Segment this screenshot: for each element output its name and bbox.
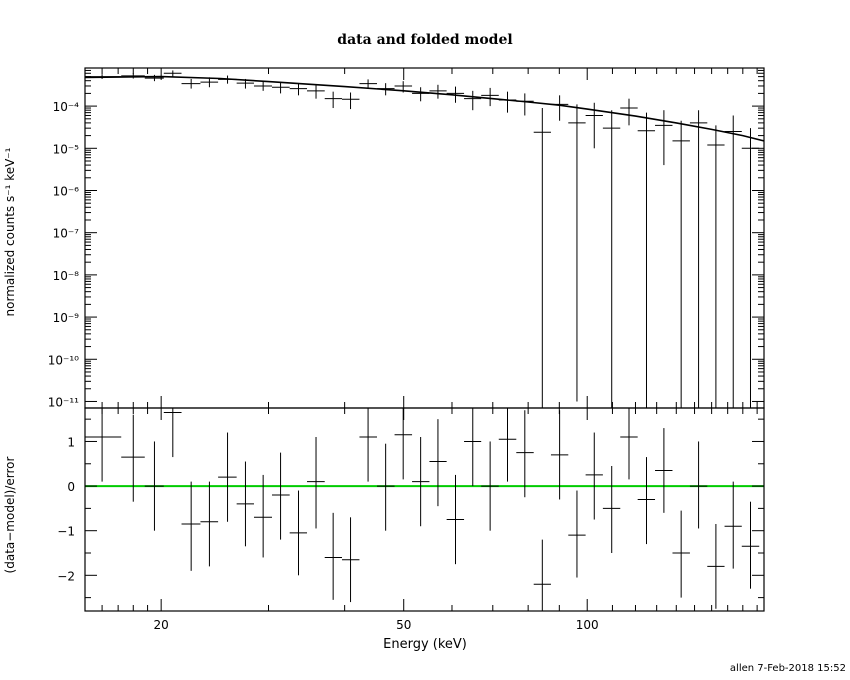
residual-point	[412, 437, 430, 527]
top-y-tick-label: 10⁻⁷	[53, 227, 80, 241]
residual-point	[446, 474, 465, 565]
residual-point	[655, 428, 673, 513]
bottom-panel: 20 50 100 1 0 −1 −2 (data−model)/error Energy …	[3, 407, 765, 652]
data-point	[359, 79, 378, 89]
residual-point	[568, 490, 586, 578]
bottom-y-axis-label: (data−model)/error	[3, 456, 17, 573]
residual-point	[394, 408, 413, 480]
x-tick-label: 100	[576, 618, 599, 632]
data-point	[163, 70, 182, 77]
data-point	[689, 110, 708, 408]
top-axes: 10⁻⁴ 10⁻⁵ 10⁻⁶ 10⁻⁷ 10⁻⁸ 10⁻⁹ 10⁻¹⁰ 10⁻¹¹	[48, 67, 764, 409]
residual-point	[550, 410, 569, 500]
x-tick-label: 50	[396, 618, 411, 632]
top-y-tick-label: 10⁻¹⁰	[48, 353, 79, 367]
residual-point	[724, 481, 742, 569]
data-point	[253, 81, 272, 91]
data-point	[741, 128, 760, 408]
model-curve	[84, 75, 765, 142]
top-y-tick-label: 10⁻¹¹	[48, 395, 79, 409]
residual-point	[324, 512, 342, 600]
data-point	[568, 104, 586, 402]
data-point	[602, 110, 621, 408]
top-y-axis-label: normalized counts s⁻¹ keV⁻¹	[3, 147, 17, 316]
data-point	[200, 77, 219, 88]
residual-point	[200, 481, 219, 567]
data-point	[271, 82, 290, 94]
residual-point	[341, 517, 360, 603]
data-point	[307, 84, 325, 99]
data-point	[464, 90, 482, 111]
residual-point	[689, 441, 708, 529]
residual-point	[218, 432, 237, 522]
data-point	[324, 91, 342, 109]
residual-point	[498, 408, 517, 482]
residual-point	[464, 408, 482, 487]
residual-point	[121, 414, 145, 502]
residual-point	[253, 474, 272, 558]
top-y-tick-label: 10⁻⁸	[53, 269, 80, 283]
residual-point	[481, 441, 499, 531]
x-tick-label: 20	[154, 618, 169, 632]
residual-point	[602, 466, 621, 553]
data-point	[655, 110, 673, 166]
data-point	[429, 84, 447, 99]
residual-point	[377, 443, 395, 531]
chart-title: data and folded model	[337, 32, 512, 48]
bottom-axes: 20 50 100 1 0 −1 −2	[57, 408, 764, 632]
bottom-y-tick-label: 1	[67, 435, 75, 449]
top-panel: 10⁻⁴ 10⁻⁵ 10⁻⁶ 10⁻⁷ 10⁻⁸ 10⁻⁹ 10⁻¹⁰ 10⁻¹¹ norma…	[3, 67, 765, 409]
residual-point	[307, 437, 325, 529]
data-point	[533, 108, 551, 408]
residual-point	[271, 452, 290, 540]
data-point	[620, 98, 638, 126]
residual-point	[236, 461, 254, 547]
top-data-layer	[85, 70, 760, 408]
residual-point	[429, 419, 447, 507]
footer-stamp: allen 7-Feb-2018 15:52	[729, 663, 846, 674]
residual-point	[144, 441, 164, 531]
bottom-y-tick-label: −1	[57, 525, 75, 539]
data-point	[341, 92, 360, 110]
residual-point	[289, 490, 308, 576]
residual-point	[181, 481, 201, 571]
top-y-tick-label: 10⁻⁹	[53, 311, 80, 325]
x-axis-label: Energy (keV)	[383, 637, 467, 652]
data-point	[672, 120, 690, 408]
top-y-tick-label: 10⁻⁵	[53, 142, 80, 156]
top-panel-frame	[84, 67, 765, 409]
residual-point	[620, 408, 638, 480]
residual-point	[672, 510, 690, 598]
data-point	[724, 115, 742, 408]
bottom-panel-frame	[84, 407, 765, 612]
top-y-tick-label: 10⁻⁶	[53, 184, 80, 198]
data-point	[289, 83, 308, 96]
residual-point	[85, 408, 122, 482]
data-point	[481, 87, 499, 107]
data-point	[550, 95, 569, 121]
residual-point	[707, 524, 725, 609]
residual-point	[163, 408, 182, 458]
residual-point	[359, 408, 378, 482]
data-point	[516, 93, 534, 116]
residual-point	[637, 457, 656, 545]
residual-layer	[85, 408, 760, 611]
data-point	[498, 91, 517, 113]
data-point	[412, 87, 430, 102]
top-model-layer	[84, 75, 765, 142]
bottom-y-tick-label: 0	[67, 480, 75, 494]
top-y-tick-label: 10⁻⁴	[53, 100, 80, 114]
data-point	[637, 112, 656, 408]
residual-point	[516, 410, 534, 498]
residual-point	[533, 539, 551, 611]
data-point	[707, 125, 725, 408]
data-point	[181, 78, 201, 89]
bottom-y-tick-label: −2	[57, 569, 75, 583]
residual-point	[741, 501, 760, 589]
residual-point	[585, 432, 603, 520]
